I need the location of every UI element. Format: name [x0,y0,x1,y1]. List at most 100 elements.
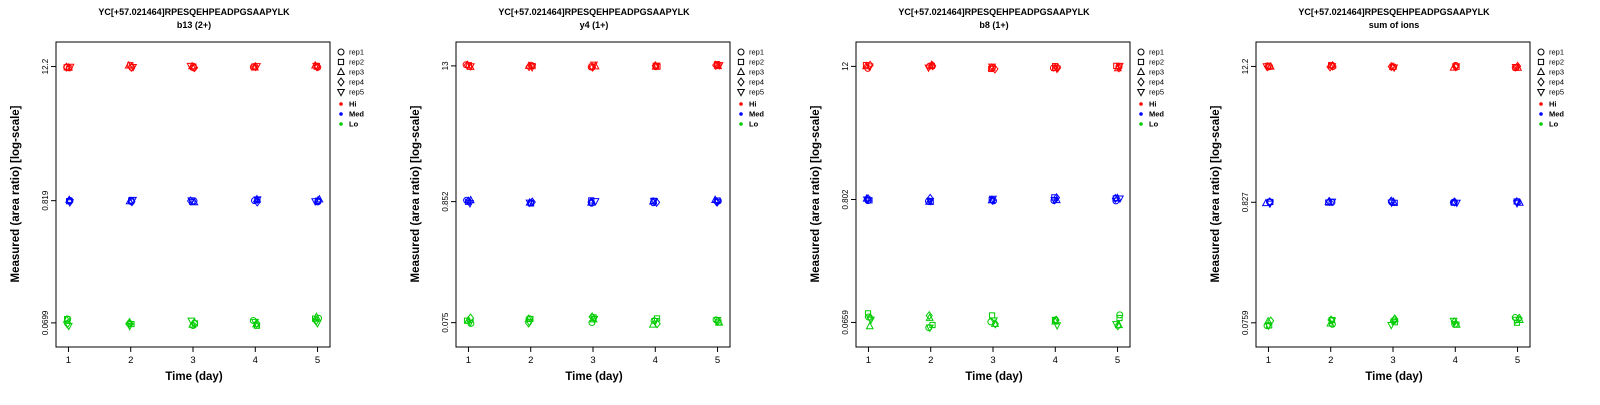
triangle-down-marker [924,64,933,73]
triangle-down-marker [589,61,599,70]
series-Lo [463,312,724,329]
chart-panel-b13: YC[+57.021464]RPESQEHPEADPGSAAPYLK b13 (… [0,0,400,400]
plot-area: 1 2 3 4 5 13 0.852 0.075 rep1 rep2 rep3 rep4 rep5 Hi M… [400,0,800,400]
x-axis: 1 2 3 4 5 [466,347,720,366]
y-tick-label: 0.827 [1241,192,1250,213]
legend-group-marker [1539,102,1543,106]
triangle-down-marker [128,196,138,205]
square-marker [1537,58,1545,66]
triangle-up-marker [312,312,321,320]
square-marker [337,58,345,66]
x-axis-label: Time (day) [1365,371,1423,383]
diamond-marker [525,61,533,72]
triangle-up-marker [715,317,724,326]
x-tick-label: 3 [990,355,995,366]
x-tick-label: 2 [1328,355,1333,366]
x-tick-label: 3 [1390,355,1395,366]
y-tick-label: 0.0699 [41,310,50,335]
triangle-down-marker [1449,317,1458,326]
y-axis: 12 0.802 0.0659 [841,61,856,335]
triangle-down-marker [525,319,534,327]
legend-group-label: Med [1149,110,1164,119]
triangle-down-marker [1052,65,1062,74]
plot-area: 1 2 3 4 5 12 0.802 0.0659 rep1 rep2 rep3 rep4 rep5 Hi… [800,0,1200,400]
circle-marker [1537,48,1545,56]
triangle-down-marker [1328,198,1337,207]
triangle-up-marker [865,321,874,330]
triangle-down-marker [1115,195,1125,204]
legend-rep-label: rep5 [749,88,764,97]
chart-panel-y4: YC[+57.021464]RPESQEHPEADPGSAAPYLK y4 (1… [400,0,800,400]
diamond-marker [929,61,937,71]
legend-group-label: Hi [1149,100,1157,109]
x-axis: 1 2 3 4 5 [66,347,320,366]
legend-group-marker [1139,102,1143,106]
diamond-marker [127,62,136,72]
diamond-marker [925,310,933,321]
y-axis-label: Measured (area ratio) [log-scale] [410,105,422,283]
diamond-marker [1537,77,1545,87]
triangle-down-marker [465,319,475,328]
triangle-down-marker [652,62,661,71]
chart-panel-b8: YC[+57.021464]RPESQEHPEADPGSAAPYLK b8 (1… [800,0,1200,400]
triangle-down-marker [525,199,534,208]
triangle-up-marker [591,61,600,70]
x-tick-label: 1 [866,355,871,366]
diamond-marker [712,60,720,70]
triangle-up-marker [336,67,346,75]
diamond-marker [253,318,261,329]
triangle-down-marker [865,63,874,72]
series-Hi [62,60,322,73]
series-Lo [1263,313,1524,331]
legend-rep-label: rep3 [349,68,364,77]
plot-svg: 1 2 3 4 5 12.2 0.827 0.0759 rep1rep2rep3rep4rep5… [1241,41,1564,366]
y-tick-label: 12.2 [41,58,50,74]
diamond-marker [737,77,745,87]
triangle-up-marker [1452,319,1461,328]
chart-subtitle: b13 (2+) [176,20,212,30]
triangle-down-marker [1052,322,1062,331]
diamond-marker [528,197,536,207]
chart-subtitle: sum of ions [1368,20,1420,30]
diamond-marker [653,319,661,329]
triangle-down-marker [866,316,875,325]
legend-group-marker [1539,122,1543,126]
triangle-up-marker [1051,62,1060,71]
chart-panel-sum-of-ions: YC[+57.021464]RPESQEHPEADPGSAAPYLK sum o… [1200,0,1600,400]
triangle-down-marker [1264,322,1273,331]
triangle-up-marker [524,314,533,322]
x-axis-label: Time (day) [565,371,623,383]
x-tick-label: 2 [928,355,933,366]
triangle-down-marker [862,196,872,205]
series-Hi [862,60,1124,74]
circle-marker [1137,48,1145,56]
triangle-down-marker [465,200,475,208]
triangle-up-marker [1390,314,1399,322]
legend-group-label: Lo [1549,120,1559,129]
triangle-up-marker [62,314,71,323]
diamond-marker [1266,197,1274,207]
y-tick-label: 0.0759 [1241,310,1250,335]
circle-marker [737,48,745,56]
legend-rep-label: rep3 [1549,68,1564,77]
plot-box [455,41,731,348]
y-axis: 12.2 0.819 0.0699 [41,58,56,335]
triangle-down-marker [187,317,196,326]
x-tick-label: 1 [66,355,71,366]
plot-svg: 1 2 3 4 5 12.2 0.819 0.0699 rep1rep2rep3rep4rep5… [41,41,364,366]
legend-rep-label: rep5 [349,88,364,97]
triangle-down-marker [250,318,260,327]
triangle-down-marker [125,322,134,331]
triangle-down-marker [651,318,660,326]
legend-rep-label: rep3 [749,68,764,77]
x-tick-label: 1 [1266,355,1271,366]
legend-group-marker [739,122,743,126]
square-marker [1137,58,1145,66]
series-Hi [462,60,724,72]
plot-box [1255,41,1531,348]
triangle-down-marker [1511,316,1520,325]
legend-group-marker [1539,112,1543,116]
